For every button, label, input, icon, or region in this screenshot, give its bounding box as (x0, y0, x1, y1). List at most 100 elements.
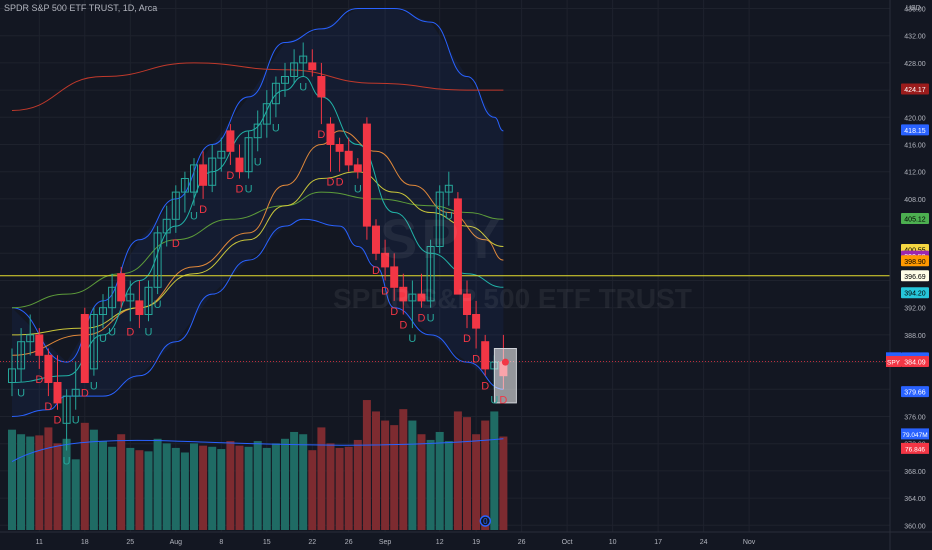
time-axis-tick: Sep (379, 539, 392, 546)
candle-up (408, 293, 417, 302)
signal-label: D (317, 129, 325, 141)
volume-bar (108, 446, 117, 530)
price-tag-label: 405.12 (904, 216, 926, 223)
signal-label: D (236, 184, 244, 196)
time-axis-tick: Aug (170, 539, 183, 546)
candle-up (299, 55, 308, 64)
volume-bar (235, 445, 244, 530)
signal-label: D (172, 238, 180, 250)
candle-down (235, 157, 244, 173)
candle-up (271, 82, 280, 105)
candle-up (190, 164, 198, 193)
time-axis: 11 18 25 Aug 8 15 22 26 Sep 12 19 26 Oct 10 17 24 Nov (36, 539, 756, 546)
signal-label: D (381, 286, 389, 298)
signal-label: U (445, 211, 453, 223)
candle-down (481, 341, 490, 370)
volume-tag-label: 79.047M (902, 432, 927, 439)
signal-label: U (99, 333, 107, 345)
candle-up (99, 307, 107, 316)
candle-up (435, 191, 444, 248)
signal-label: U (63, 456, 71, 468)
highlight-marker (501, 358, 509, 366)
moving-average-line (11, 62, 504, 111)
candle-up (208, 157, 217, 186)
candle-down (226, 130, 235, 152)
volume-bar (326, 443, 335, 530)
time-axis-tick: 22 (308, 539, 316, 546)
candle-up (217, 150, 226, 159)
signal-label: D (372, 265, 380, 277)
signal-label: U (408, 333, 416, 345)
price-axis-tick: 392.00 (904, 306, 926, 313)
event-marker-label: 0 (483, 517, 488, 526)
price-axis-tick: 432.00 (904, 34, 926, 41)
volume-bar (144, 451, 153, 530)
currency-label: USD (906, 5, 921, 12)
signal-label: D (472, 354, 480, 366)
candle-up (144, 286, 153, 315)
volume-moving-average (11, 438, 504, 463)
volume-bar (408, 420, 417, 530)
price-tag (901, 386, 929, 398)
volume-bar (208, 446, 217, 530)
volume-bar (217, 449, 226, 530)
signal-label: D (35, 374, 43, 386)
signal-label: U (108, 326, 116, 338)
time-axis-tick: 25 (126, 539, 134, 546)
volume-tag (901, 442, 929, 454)
volume-bar (53, 443, 62, 530)
volume-bar (463, 417, 471, 530)
bollinger-lower-line (11, 218, 504, 417)
signal-label: U (154, 299, 162, 311)
volume-bar (335, 447, 344, 530)
volume-tag-label: 76.846 (905, 446, 925, 453)
volume-bar (299, 434, 308, 530)
price-tag-label: 398.90 (904, 259, 926, 266)
candle-up (281, 76, 289, 84)
volume-bar (35, 435, 44, 530)
volume-bar (481, 420, 490, 530)
candle-up (290, 62, 299, 78)
volume-bar (426, 439, 435, 530)
price-axis-tick: 360.00 (904, 523, 926, 530)
candle-down (35, 334, 44, 356)
watermark-symbol: SPY (380, 207, 505, 270)
candle-up (444, 184, 453, 193)
moving-average-line (11, 191, 504, 309)
candle-up (71, 388, 80, 397)
candle-down (135, 300, 144, 315)
candle-up (162, 218, 171, 234)
volume-bar (262, 447, 271, 530)
signal-label: U (72, 415, 80, 427)
volume-bar (117, 434, 126, 530)
candle-down (417, 293, 426, 302)
volume-bar (153, 438, 162, 530)
price-tag (901, 287, 929, 299)
signal-label: U (90, 381, 98, 393)
volume-bar (44, 427, 53, 530)
signal-label: U (254, 156, 262, 168)
volume-bar (89, 429, 98, 530)
price-axis: 436.00 432.00 428.00 424.17 420.00 418.15 416.… (886, 7, 929, 530)
price-tag (901, 124, 929, 136)
price-tag (901, 212, 929, 224)
price-tag-label: 396.69 (904, 274, 926, 281)
candle-up (17, 341, 26, 370)
volume-bar (472, 434, 481, 530)
volume-bar (62, 438, 71, 530)
signal-label: U (490, 394, 498, 406)
volume-bar (180, 452, 189, 530)
volume-bar (290, 431, 299, 530)
volume-bar (435, 431, 444, 530)
time-axis-tick: 11 (36, 539, 43, 546)
price-tag-label: 379.66 (904, 390, 926, 397)
volume-bars (8, 400, 508, 530)
time-axis-tick: Oct (562, 539, 573, 546)
signal-label: U (299, 82, 307, 94)
candle-up (126, 293, 135, 302)
volume-bar (199, 445, 208, 530)
volume-bar (453, 411, 462, 530)
candle-up (244, 137, 253, 173)
